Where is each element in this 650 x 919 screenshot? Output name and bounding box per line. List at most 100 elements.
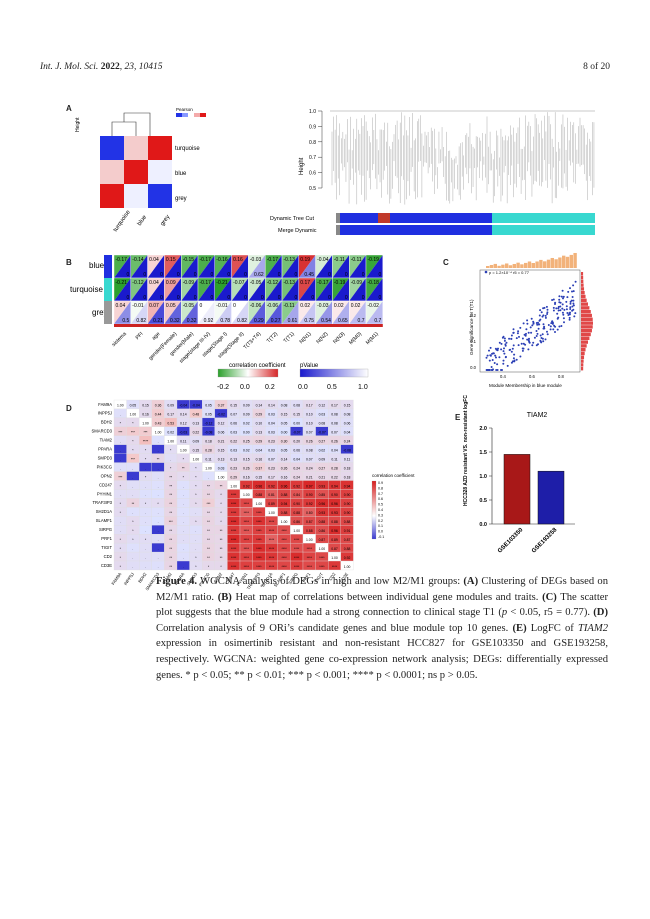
gene-corr-value: 0.88 [306, 529, 313, 533]
scatter-point [490, 366, 493, 368]
gene-corr-value: 0.09 [193, 440, 200, 444]
gene-corr-value: 0.24 [306, 466, 313, 470]
corr-value-label: -0.21 [116, 280, 128, 286]
bar-y-tick-label: 1.5 [479, 450, 487, 456]
right-hist-bar [581, 348, 586, 352]
significance-mark: ** [207, 484, 210, 488]
matrix-a-cell [100, 184, 124, 208]
scatter-point [546, 330, 548, 333]
scatter-point [565, 308, 568, 311]
scatter-point [503, 339, 506, 342]
caption-b-text: Heat map of correlations between individ… [231, 591, 543, 603]
gene-corr-value: 0.05 [281, 422, 288, 426]
pvalue-triangle [231, 255, 249, 278]
significance-mark: * [195, 466, 197, 470]
gene-corr-value: 0.24 [293, 475, 300, 479]
pvalue-triangle [181, 255, 198, 278]
panel-b-module-trait-heatmap: blue turquoise grey -0.170-0.1400.0400.1… [70, 254, 383, 391]
p-tick-1: 1.0 [358, 384, 368, 391]
module-swatch-turquoise [104, 278, 112, 301]
matrix-a-cell [124, 136, 148, 160]
panel-b-row-blue: blue [89, 261, 105, 270]
significance-mark: . [145, 484, 146, 488]
gene-corr-value: 0.08 [344, 413, 351, 417]
corr-value-label: -0.17 [116, 257, 128, 263]
significance-mark: . [132, 466, 133, 470]
significance-mark: * [220, 511, 222, 515]
matrix-a-cell [124, 160, 148, 184]
gene-corr-value: -0.02 [217, 413, 225, 417]
gene-corr-value: -0.04 [192, 404, 200, 408]
significance-mark: * [145, 502, 147, 506]
scatter-point [494, 354, 497, 357]
pvalue-triangle [114, 301, 131, 324]
right-hist-bar [581, 275, 584, 280]
gene-corr-value: 0.93 [331, 511, 338, 515]
corr-value-label: 0.04 [149, 280, 159, 286]
significance-mark: **** [269, 529, 275, 533]
pvalue-triangle [332, 301, 350, 324]
significance-mark: **** [231, 565, 237, 569]
pvalue-label: 0 [278, 272, 281, 278]
caption-c-text2: < 0.05, r5 = 0.77). [507, 607, 594, 619]
gene-corr-cell [340, 560, 354, 571]
scatter-xtick-0: 0.4 [500, 374, 506, 379]
corr-value-label: -0.11 [351, 257, 362, 263]
legend-d-tick: 0.6 [378, 497, 383, 501]
scatter-point [557, 307, 560, 310]
gene-corr-value: 0.02 [243, 422, 250, 426]
significance-mark: **** [281, 556, 287, 560]
scatter-point [502, 359, 505, 362]
gene-corr-value: 0.00 [281, 431, 288, 435]
corr-triangle [198, 301, 215, 324]
significance-mark: . [158, 475, 159, 479]
scatter-xtick-2: 0.8 [558, 374, 564, 379]
significance-mark: **** [231, 511, 237, 515]
significance-mark: ** [182, 466, 185, 470]
scatter-point [500, 342, 503, 345]
scatter-point [493, 362, 496, 364]
significance-mark: . [145, 547, 146, 551]
top-hist-bar [489, 264, 494, 268]
scatter-point [558, 325, 561, 328]
significance-mark: **** [256, 538, 262, 542]
pvalue-triangle [130, 255, 148, 278]
significance-mark: **** [256, 520, 262, 524]
scatter-point [565, 300, 568, 303]
top-hist-bar [524, 262, 528, 268]
gene-corr-value: 0.88 [331, 520, 338, 524]
gene-corr-value: 1.00 [117, 404, 124, 408]
trait-label: T(T2) [266, 331, 279, 344]
pvalue-triangle [315, 301, 333, 324]
scatter-point [510, 337, 513, 340]
gene-corr-value: 1.00 [167, 440, 174, 444]
corr-value-label: 0.02 [300, 303, 310, 309]
gene-corr-value: 0.14 [281, 457, 288, 461]
scatter-point [562, 317, 565, 320]
gene-corr-value: 0.88 [256, 493, 263, 497]
scatter-point [569, 287, 571, 290]
scatter-point [546, 311, 549, 314]
scatter-point [559, 309, 562, 312]
scatter-point [511, 347, 514, 350]
gene-corr-value: 0.26 [331, 440, 338, 444]
gene-corr-value: 0.04 [344, 431, 351, 435]
pvalue-triangle [231, 278, 249, 301]
gene-corr-value: -0.03 [179, 431, 187, 435]
caption-e-label: (E) [512, 622, 527, 634]
scatter-point [528, 340, 531, 343]
gene-corr-value: 0.16 [142, 413, 149, 417]
gene-corr-value: 0.03 [268, 448, 275, 452]
gene-col-label: CD3E [339, 572, 350, 584]
gene-corr-value: 1.00 [243, 493, 250, 497]
gene-corr-value: 1.00 [193, 457, 200, 461]
scatter-point [521, 337, 524, 340]
gene-corr-value: 0.06 [230, 422, 237, 426]
gene-corr-value: 0.92 [243, 484, 250, 488]
corr-value-label: 0.02 [334, 303, 344, 309]
gene-corr-value: 0.96 [319, 502, 326, 506]
top-hist-bar [531, 263, 535, 268]
gene-corr-value: 0.14 [180, 413, 187, 417]
scatter-point [513, 353, 516, 356]
significance-mark: **** [281, 538, 287, 542]
